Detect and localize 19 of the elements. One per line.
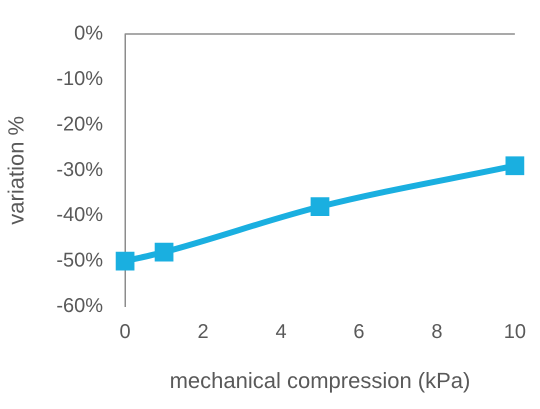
x-axis-title: mechanical compression (kPa) — [170, 368, 470, 393]
y-tick-label: -30% — [56, 158, 104, 181]
y-tick-label: -10% — [56, 68, 104, 90]
y-tick-label: -50% — [56, 250, 104, 272]
point — [116, 252, 134, 271]
y-tick-label: -60% — [56, 295, 104, 318]
y-tick-label: 0% — [74, 22, 104, 45]
point — [310, 197, 330, 216]
y-tick-label: -20% — [56, 113, 104, 136]
point — [154, 242, 174, 262]
x-tick-label: 2 — [197, 321, 209, 344]
x-tick-label: 4 — [275, 321, 287, 344]
y-tick-label: -40% — [56, 204, 104, 226]
x-tick-label: 6 — [353, 321, 365, 344]
y-axis-title: variation % — [3, 116, 28, 225]
x-tick-label: 10 — [504, 321, 526, 344]
x-tick-label: 8 — [431, 321, 442, 344]
point — [506, 156, 524, 176]
x-tick-label: 0 — [120, 321, 131, 344]
